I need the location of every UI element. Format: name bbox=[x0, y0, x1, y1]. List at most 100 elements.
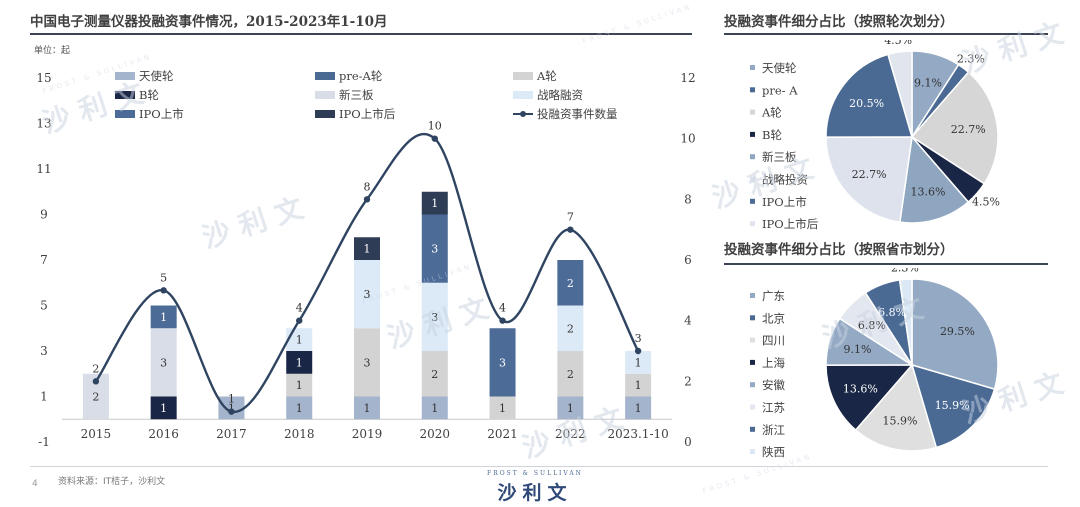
bar-segment bbox=[489, 328, 516, 397]
legend-label: 陕西 bbox=[762, 445, 785, 459]
x-tick-label: 2018 bbox=[284, 427, 315, 441]
legend-label: 新三板 bbox=[339, 88, 374, 102]
legend-label: B轮 bbox=[139, 88, 159, 102]
line-data-label: 7 bbox=[567, 211, 574, 224]
line-series-path bbox=[94, 132, 640, 413]
pie-slice bbox=[854, 363, 938, 452]
legend-swatch-point bbox=[520, 111, 526, 117]
pie-data-label: 13.6% bbox=[843, 383, 878, 396]
y-left-tick-label: 13 bbox=[36, 117, 51, 131]
y-left-tick-label: 5 bbox=[40, 299, 48, 313]
bar-segment bbox=[354, 328, 380, 397]
legend-label: IPO上市 bbox=[139, 107, 184, 121]
bar-data-label: 2 bbox=[567, 368, 574, 381]
bar-segment bbox=[286, 373, 313, 397]
bar-data-label: 1 bbox=[296, 402, 303, 415]
legend-swatch bbox=[750, 109, 755, 115]
pie-data-label: 9.1% bbox=[844, 343, 872, 356]
bar-data-label: 1 bbox=[160, 402, 167, 415]
source-note: 资料来源：IT桔子，沙利文 bbox=[58, 477, 166, 487]
bar-segment bbox=[557, 260, 584, 306]
bar-data-label: 1 bbox=[431, 197, 438, 210]
y-right-tick-label: 6 bbox=[684, 253, 692, 267]
line-data-label: 4 bbox=[296, 302, 303, 315]
pie-slice bbox=[825, 364, 914, 432]
pie1-title-rule bbox=[724, 33, 1048, 35]
footer-logo: FROST & SULLIVAN 沙利文 bbox=[480, 470, 590, 505]
pie-slice bbox=[899, 135, 970, 224]
pie1-title: 投融资事件细分占比（按照轮次划分） bbox=[724, 14, 954, 30]
bar-data-label: 3 bbox=[364, 356, 371, 369]
y-left-tick-label: 11 bbox=[36, 162, 51, 176]
legend-swatch bbox=[115, 110, 135, 118]
bar-segment bbox=[150, 305, 177, 329]
x-tick-label: 2017 bbox=[216, 427, 247, 441]
legend-swatch bbox=[315, 110, 335, 118]
unit-label: 单位：起 bbox=[34, 46, 71, 56]
legend-label: 北京 bbox=[762, 311, 785, 325]
legend-label: 安徽 bbox=[762, 378, 785, 392]
bar-data-label: 1 bbox=[431, 402, 438, 415]
legend-label: 新三板 bbox=[762, 150, 797, 164]
pie-chart-by-province: 29.5% 15.9% 15.9% 13.6% 9.1% 6.8%6.8% 2.3% 广东北京… bbox=[750, 268, 999, 459]
bar-segment bbox=[625, 351, 652, 374]
legend-swatch bbox=[750, 176, 755, 182]
line-point bbox=[296, 317, 303, 324]
title-rule bbox=[30, 33, 692, 35]
line-point bbox=[431, 135, 438, 142]
bar-segment bbox=[150, 396, 177, 420]
bar-segment bbox=[625, 373, 652, 397]
y-left-tick-label: 9 bbox=[40, 208, 48, 222]
legend-label: 战略投资 bbox=[762, 173, 808, 187]
y-left-tick-label: 1 bbox=[40, 390, 48, 404]
legend-swatch bbox=[750, 65, 755, 70]
legend-swatch bbox=[750, 198, 755, 204]
pie-slice bbox=[887, 50, 913, 138]
pie-slice bbox=[898, 278, 913, 366]
bar-segment bbox=[354, 396, 380, 420]
x-tick-label: 2021 bbox=[487, 427, 518, 441]
legend-label: 江苏 bbox=[762, 401, 785, 415]
bar-segment bbox=[354, 260, 380, 329]
line-point bbox=[228, 408, 235, 415]
legend-swatch bbox=[750, 315, 755, 321]
pie-data-label: 4.5% bbox=[972, 195, 1000, 208]
bar-data-label: 2 bbox=[431, 368, 438, 381]
bar-segment bbox=[286, 396, 313, 420]
legend-swatch bbox=[750, 404, 755, 410]
bar-data-label: 1 bbox=[228, 402, 235, 415]
pie-data-label: 9.1% bbox=[914, 77, 942, 90]
bar-data-label: 1 bbox=[296, 379, 303, 392]
bar-data-label: 3 bbox=[499, 356, 506, 369]
x-tick-label: 2015 bbox=[81, 427, 112, 441]
line-data-label: 1 bbox=[228, 393, 235, 406]
legend-label: IPO上市后 bbox=[762, 217, 818, 231]
legend-swatch bbox=[750, 154, 755, 160]
bar-segment bbox=[489, 396, 516, 420]
legend-swatch bbox=[750, 426, 755, 432]
pie-data-label: 4.5% bbox=[884, 40, 912, 47]
pie-slice bbox=[910, 363, 996, 449]
y-right-tick-label: 2 bbox=[684, 374, 692, 388]
bar-segment bbox=[286, 351, 313, 374]
bar-data-label: 2 bbox=[567, 322, 574, 335]
line-data-label: 3 bbox=[635, 332, 642, 345]
main-chart-title: 中国电子测量仪器投融资事件情况，2015-2023年1-10月 bbox=[30, 14, 388, 30]
bar-segment bbox=[421, 191, 448, 215]
x-tick-label: 2023.1-10 bbox=[607, 427, 668, 441]
y-right-tick-label: 8 bbox=[684, 192, 692, 206]
pie-slice bbox=[825, 53, 913, 138]
bar-data-label: 2 bbox=[567, 277, 574, 290]
pie-data-label: 15.9% bbox=[935, 399, 970, 412]
line-point bbox=[634, 347, 642, 355]
line-data-label: 8 bbox=[364, 180, 371, 193]
bar-segment bbox=[625, 396, 652, 420]
bar-segment bbox=[557, 351, 584, 397]
y-left-tick-label: 7 bbox=[40, 253, 48, 267]
legend-label: 投融资事件数量 bbox=[537, 107, 618, 121]
bar-data-label: 2 bbox=[92, 391, 99, 404]
y-right-tick-label: 10 bbox=[680, 132, 695, 146]
bar-segment bbox=[354, 237, 380, 260]
line-data-label: 5 bbox=[160, 271, 167, 284]
y-right-tick-label: 4 bbox=[684, 314, 692, 328]
